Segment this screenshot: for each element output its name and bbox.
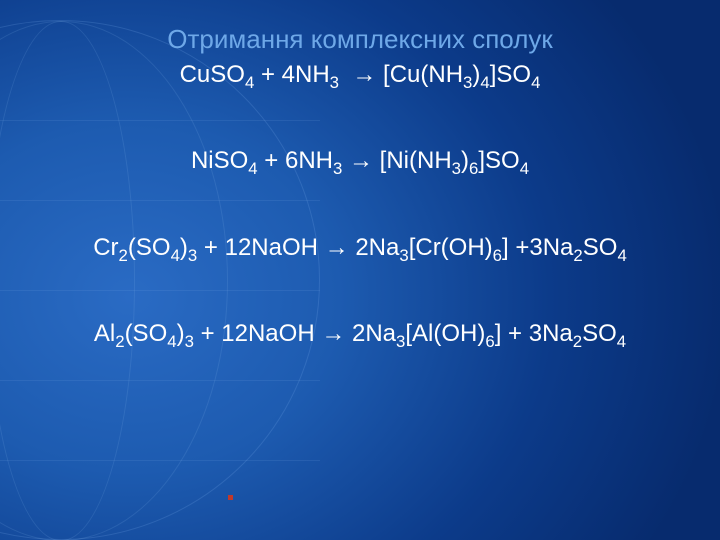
- equation-4: Al2(SO4)3 + 12NaOH → 2Na3[Al(OH)6] + 3Na…: [40, 318, 680, 350]
- equation-2: NiSO4 + 6NH3 → [Ni(NH3)6]SO4: [40, 145, 680, 177]
- equation-3: Cr2(SO4)3 + 12NaOH → 2Na3[Cr(OH)6] +3Na2…: [40, 232, 680, 264]
- slide: Отримання комплексних сполук CuSO4 + 4NH…: [0, 0, 720, 540]
- equation-1: CuSO4 + 4NH3 → [Cu(NH3)4]SO4: [40, 59, 680, 91]
- slide-title: Отримання комплексних сполук: [40, 24, 680, 55]
- red-dot-marker: [228, 495, 233, 500]
